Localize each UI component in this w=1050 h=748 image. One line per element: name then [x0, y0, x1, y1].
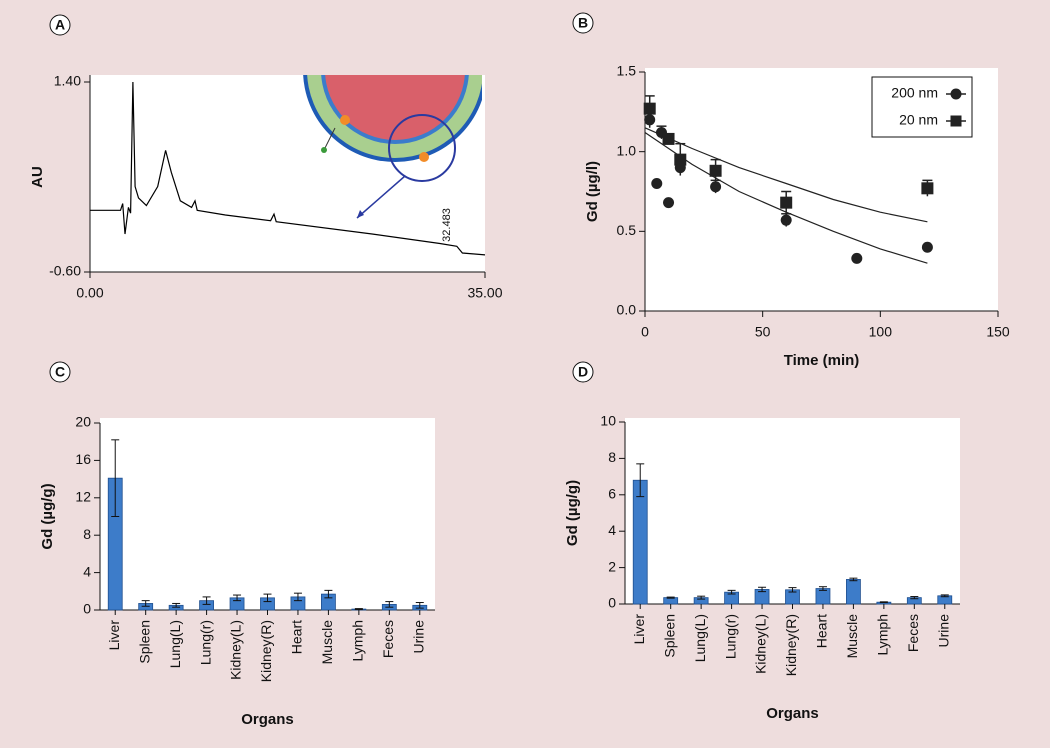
ligand-end: [321, 147, 327, 153]
y-tick-label: -0.60: [49, 263, 81, 279]
y-axis-label: Gd (µg/g): [564, 480, 581, 546]
panel-badge: [572, 12, 594, 34]
plot-area: [100, 418, 435, 610]
x-tick-label: 50: [755, 324, 771, 340]
x-tick-label: 150: [986, 324, 1010, 340]
x-tick-label: Lymph: [875, 614, 891, 656]
point: [780, 196, 793, 209]
legend-box: [871, 76, 973, 138]
y-tick-label: 1.5: [617, 63, 637, 79]
panel-label: C: [55, 364, 65, 380]
point: [921, 241, 933, 253]
zoom-arrow: [356, 175, 406, 219]
point: [921, 182, 934, 195]
panel-badge: [49, 14, 71, 36]
trace: [90, 81, 486, 256]
x-tick-label: Kidney(L): [228, 620, 244, 680]
x-tick-label: Muscle: [319, 620, 335, 665]
x-tick-label: Feces: [905, 614, 921, 652]
x-tick-label: Kidney(R): [258, 620, 274, 682]
y-tick-label: 4: [608, 522, 616, 538]
zoom-circle: [388, 114, 456, 182]
legend-marker: [950, 115, 962, 127]
y-tick-label: 16: [75, 451, 91, 467]
y-tick-label: 4: [83, 563, 91, 579]
legend-label: 200 nm: [891, 85, 938, 101]
x-tick-label: Kidney(L): [753, 614, 769, 674]
x-tick-label: Lung(r): [722, 614, 738, 659]
x-tick-label: Liver: [106, 620, 122, 651]
x-tick-label: Urine: [935, 614, 951, 648]
x-tick-label: Lung(L): [167, 620, 183, 668]
point: [662, 132, 675, 145]
panel-badge: [572, 361, 594, 383]
y-tick-label: 8: [608, 449, 616, 465]
bar: [846, 579, 861, 605]
x-axis-label: Organs: [241, 711, 294, 728]
y-tick-label: 6: [608, 486, 616, 502]
nanoparticle-inset: [303, 75, 482, 162]
y-tick-label: 8: [83, 526, 91, 542]
x-axis-label: Time (min): [784, 352, 860, 369]
y-tick-label: 10: [600, 413, 616, 429]
x-tick-label: 0: [641, 324, 649, 340]
annotation: 32.483: [441, 208, 453, 242]
y-axis-label: AU: [29, 166, 46, 188]
x-tick-label: 100: [869, 324, 893, 340]
y-tick-label: 0: [83, 601, 91, 617]
y-tick-label: 0.5: [617, 222, 637, 238]
panel-label: B: [578, 15, 588, 31]
fit-line: [644, 127, 928, 223]
y-tick-label: 0: [608, 595, 616, 611]
y-axis-label: Gd (µg/l): [584, 161, 601, 222]
x-tick-label: Lung(L): [692, 614, 708, 662]
y-tick-label: 12: [75, 489, 91, 505]
y-tick-label: 0.0: [617, 302, 637, 318]
y-tick-label: 1.40: [54, 73, 81, 89]
x-tick-label: Lymph: [350, 620, 366, 662]
x-tick-label: Kidney(R): [783, 614, 799, 676]
point: [710, 181, 722, 193]
point: [663, 197, 675, 209]
x-axis-label: Organs: [766, 705, 819, 722]
point: [651, 178, 663, 190]
x-tick-label: 0.00: [76, 285, 103, 301]
x-tick-label: Lung(r): [197, 620, 213, 665]
x-tick-label: Spleen: [661, 614, 677, 658]
point: [709, 164, 722, 177]
x-tick-label: Liver: [631, 614, 647, 645]
x-tick-label: 35.00: [467, 285, 502, 301]
legend-marker: [950, 88, 962, 100]
ligand: [324, 127, 336, 149]
point: [674, 153, 687, 166]
x-tick-label: Spleen: [136, 620, 152, 664]
panel-label: D: [578, 364, 588, 380]
molecule: [340, 115, 350, 125]
bar: [815, 588, 831, 605]
panel-label: A: [55, 17, 65, 33]
y-axis-label: Gd (µg/g): [39, 483, 56, 549]
x-tick-label: Urine: [410, 620, 426, 654]
arrow-head: [357, 210, 364, 218]
molecule: [419, 152, 429, 162]
panel-badge: [49, 361, 71, 383]
x-tick-label: Muscle: [844, 614, 860, 659]
bar: [632, 479, 648, 605]
point: [643, 102, 656, 115]
point: [851, 252, 863, 264]
y-tick-label: 20: [75, 414, 91, 430]
legend-label: 20 nm: [899, 112, 938, 128]
x-tick-label: Heart: [814, 614, 830, 648]
point: [780, 214, 792, 226]
x-tick-label: Heart: [289, 620, 305, 654]
plot-area: [625, 418, 960, 604]
y-tick-label: 2: [608, 558, 616, 574]
y-tick-label: 1.0: [617, 142, 637, 158]
x-tick-label: Feces: [380, 620, 396, 658]
core: [325, 75, 465, 140]
